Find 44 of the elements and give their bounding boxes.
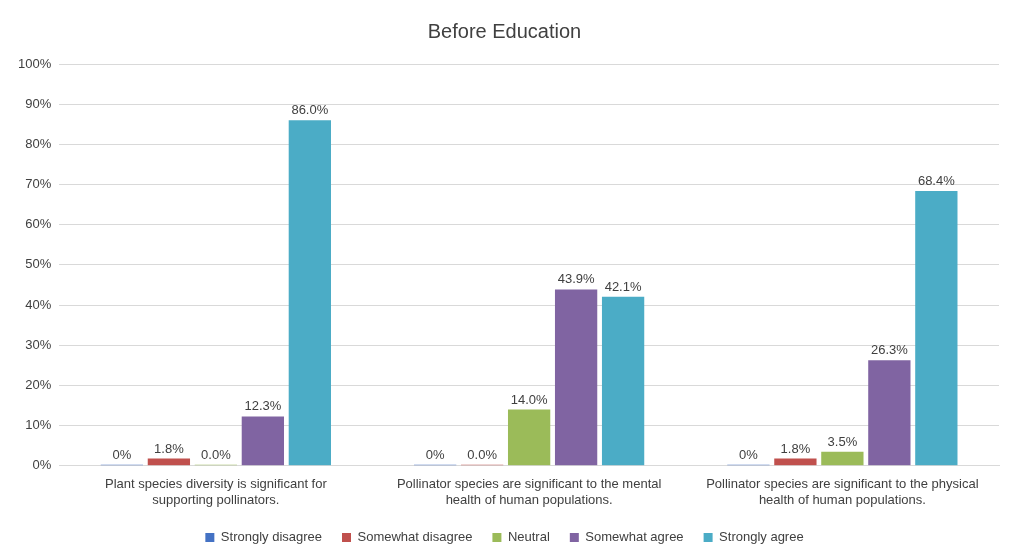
x-tick-label: Pollinator species are significant to the mental health of human populations.: [396, 476, 662, 507]
y-tick-label: 100%: [18, 55, 52, 71]
data-label: 68.4%: [917, 173, 956, 189]
y-tick-label: 20%: [25, 377, 52, 393]
legend-label: Neutral: [507, 529, 550, 545]
x-tick-label: Plant species diversity is significant for supporting pollinators.: [104, 476, 328, 507]
data-label: 14.0%: [510, 391, 548, 407]
data-label: 0.0%: [201, 446, 232, 462]
data-label: 0%: [112, 446, 132, 462]
bar: [868, 360, 911, 466]
legend-label: Somewhat disagree: [357, 529, 473, 545]
data-label: 3.5%: [827, 433, 858, 449]
y-tick-label: 50%: [25, 256, 52, 272]
bar: [554, 289, 598, 466]
legend-label: Strongly disagree: [220, 529, 323, 545]
data-label: 1.8%: [154, 440, 185, 456]
data-label: 0.0%: [467, 446, 498, 462]
bar: [915, 190, 958, 466]
bar: [821, 451, 864, 466]
x-tick-label: Pollinator species are significant to the physical health of human populations.: [706, 476, 979, 507]
data-label: 43.9%: [557, 271, 595, 287]
y-tick-label: 90%: [25, 95, 52, 111]
data-label: 0%: [425, 446, 445, 462]
y-tick-label: 30%: [25, 336, 52, 352]
y-tick-label: 70%: [25, 176, 52, 192]
data-label: 42.1%: [604, 278, 642, 294]
data-label: 12.3%: [244, 398, 282, 414]
data-label: 26.3%: [870, 342, 909, 358]
data-label: 0%: [739, 446, 759, 462]
legend-label: Strongly agree: [719, 529, 804, 545]
y-tick-label: 40%: [25, 296, 52, 312]
bar: [507, 409, 551, 466]
chart-title: Before Education: [427, 19, 582, 42]
y-tick-label: 0%: [32, 457, 52, 473]
data-label: 86.0%: [291, 102, 329, 118]
legend-label: Somewhat agree: [585, 529, 684, 545]
y-tick-label: 80%: [25, 135, 52, 151]
data-label: 1.8%: [780, 440, 811, 456]
bar: [774, 458, 817, 466]
bar: [288, 120, 331, 466]
y-tick-label: 60%: [25, 216, 52, 232]
bar: [601, 296, 645, 466]
y-tick-label: 10%: [25, 417, 52, 433]
bar: [241, 416, 285, 466]
